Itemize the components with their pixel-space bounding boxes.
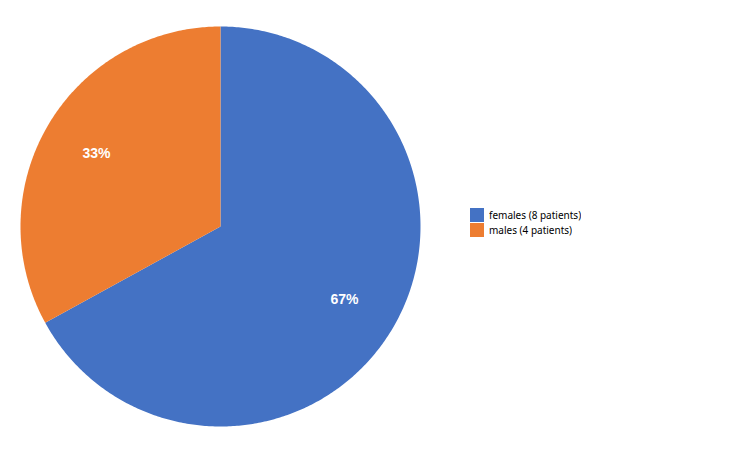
html-text:females (8 patients): females (8 patients) xyxy=(489,208,582,222)
html-text:males (4 patients): males (4 patients) xyxy=(489,223,573,237)
svg-text:33%: 33% xyxy=(83,144,112,160)
svg-text:67%: 67% xyxy=(330,291,359,307)
